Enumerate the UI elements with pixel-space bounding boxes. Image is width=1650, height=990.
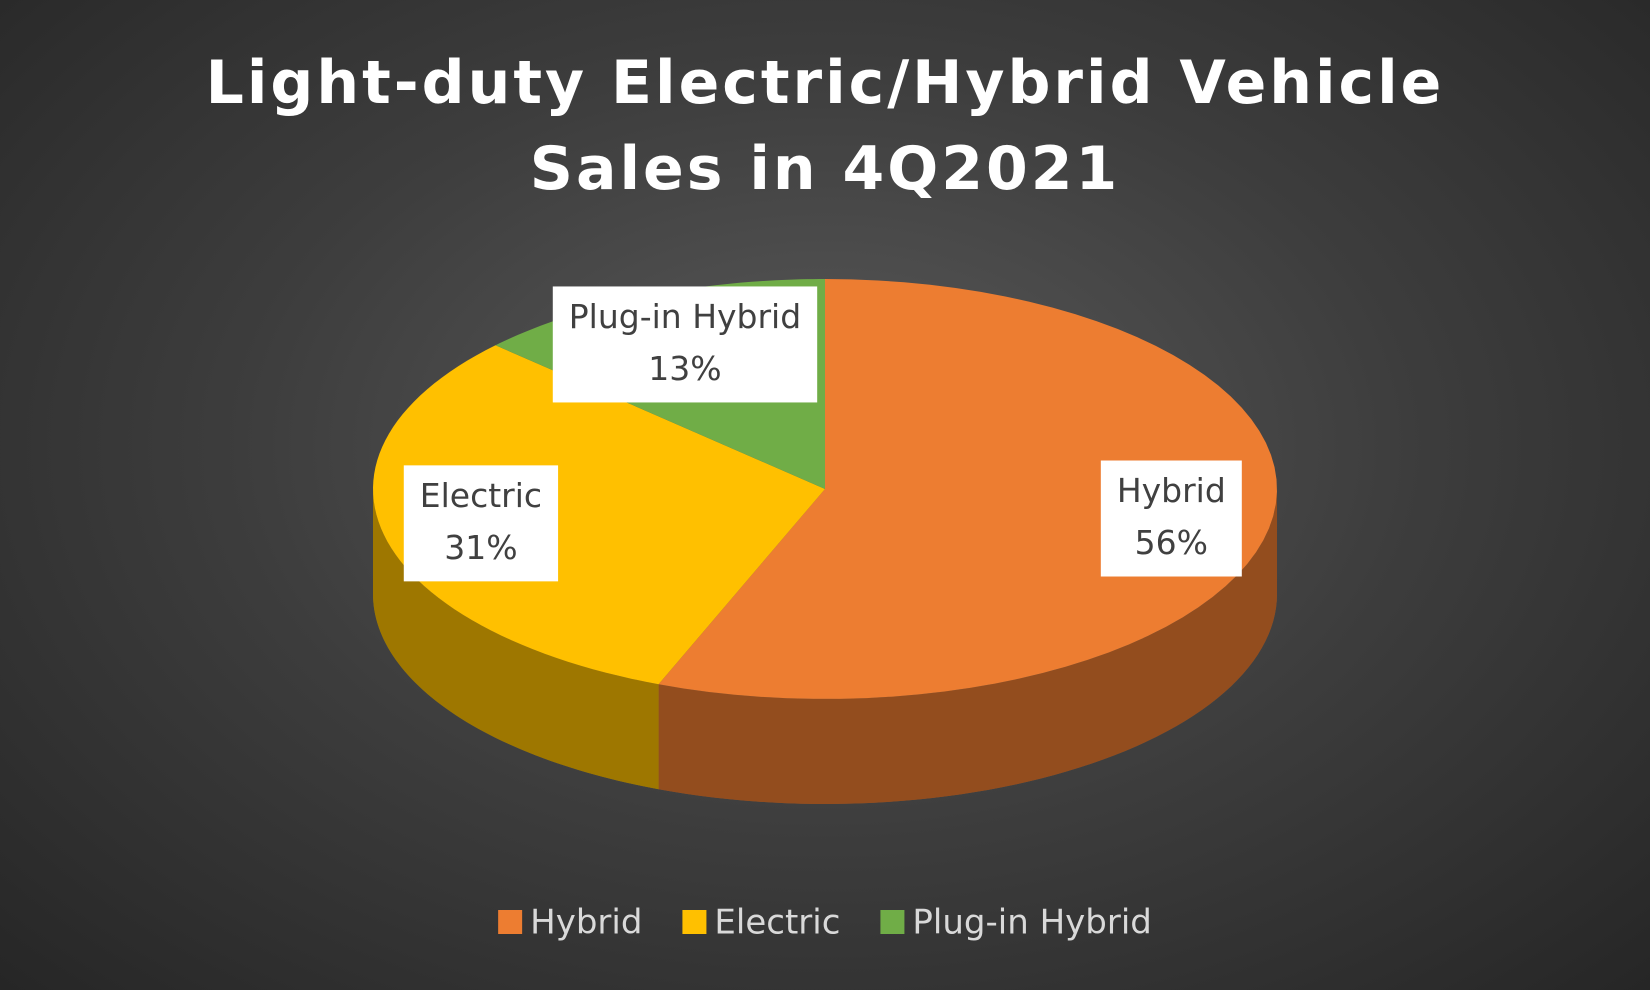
legend-swatch bbox=[682, 910, 707, 934]
data-label-value: 31% bbox=[444, 528, 517, 567]
data-label-box bbox=[1100, 460, 1242, 577]
data-label-value: 13% bbox=[648, 349, 721, 388]
legend-label: Hybrid bbox=[530, 903, 642, 943]
data-label-box bbox=[552, 286, 818, 403]
data-label: Electric 31% bbox=[403, 465, 559, 582]
data-label-box bbox=[403, 465, 559, 582]
legend-swatch bbox=[880, 910, 905, 934]
data-label-category: Plug-in Hybrid bbox=[569, 297, 801, 336]
data-label-value: 56% bbox=[1135, 523, 1208, 562]
pie-slice bbox=[658, 279, 1277, 699]
legend-label: Electric bbox=[714, 903, 840, 943]
pie-slice bbox=[373, 345, 825, 685]
data-label-category: Electric bbox=[420, 476, 542, 515]
pie-side-shade bbox=[658, 489, 1277, 804]
chart-title: Light-duty Electric/Hybrid Vehicle Sales… bbox=[205, 48, 1445, 204]
pie-side bbox=[373, 489, 659, 790]
legend-label: Plug-in Hybrid bbox=[912, 903, 1151, 943]
data-label-category: Hybrid bbox=[1117, 471, 1226, 510]
legend-swatch bbox=[498, 910, 523, 934]
data-label: Plug-in Hybrid 13% bbox=[552, 286, 818, 403]
data-label: Hybrid 56% bbox=[1100, 460, 1242, 577]
pie-side bbox=[658, 489, 1277, 804]
pie-side-shade bbox=[373, 489, 659, 790]
